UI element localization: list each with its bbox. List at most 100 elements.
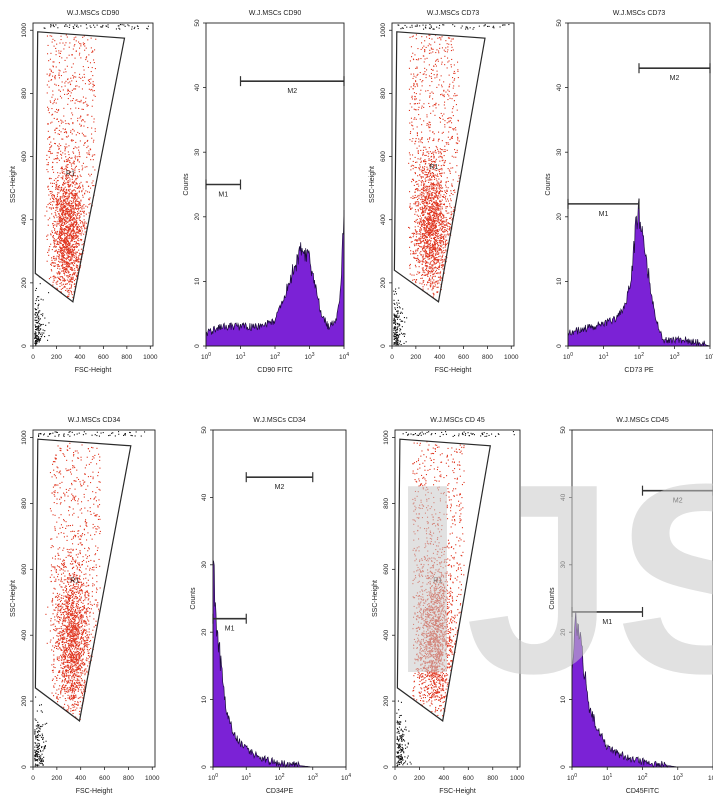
event-dot [448, 212, 450, 214]
event-dot [75, 204, 77, 206]
outside-dot [34, 313, 36, 315]
event-dot [441, 115, 443, 117]
event-dot [67, 296, 69, 298]
event-dot [457, 139, 459, 141]
event-dot [63, 250, 65, 252]
event-dot [47, 106, 49, 108]
event-dot [449, 205, 451, 207]
event-dot [58, 148, 60, 150]
event-dot [67, 255, 69, 257]
event-dot [73, 76, 75, 78]
event-dot [71, 212, 73, 214]
event-dot [434, 245, 436, 247]
event-dot [431, 200, 433, 202]
event-dot [413, 118, 415, 120]
event-dot [72, 230, 74, 232]
event-dot [62, 287, 64, 289]
event-dot [442, 252, 444, 254]
event-dot [411, 96, 413, 98]
event-dot [76, 227, 78, 229]
event-dot [72, 227, 74, 229]
event-dot [435, 252, 437, 254]
event-dot [78, 208, 80, 210]
event-dot [431, 246, 433, 248]
edge-dot [493, 25, 495, 27]
event-dot [90, 187, 92, 189]
event-dot [68, 204, 70, 206]
event-dot [447, 136, 449, 138]
event-dot [73, 231, 75, 233]
event-dot [436, 49, 438, 51]
event-dot [434, 192, 436, 194]
event-dot [447, 93, 449, 95]
event-dot [417, 248, 419, 250]
event-dot [417, 221, 419, 223]
event-dot [442, 240, 444, 242]
event-dot [54, 129, 56, 131]
event-dot [445, 210, 447, 212]
event-dot [76, 194, 78, 196]
event-dot [419, 220, 421, 222]
event-dot [443, 96, 445, 98]
event-dot [60, 203, 62, 205]
event-dot [432, 48, 434, 50]
event-dot [426, 233, 428, 235]
event-dot [60, 288, 62, 290]
event-dot [66, 265, 68, 267]
event-dot [428, 102, 430, 104]
event-dot [443, 151, 445, 153]
event-dot [429, 130, 431, 132]
outside-dot [35, 336, 37, 338]
event-dot [56, 222, 58, 224]
event-dot [414, 172, 416, 174]
event-dot [64, 250, 66, 252]
event-dot [59, 172, 61, 174]
event-dot [67, 235, 69, 237]
event-dot [433, 201, 435, 203]
event-dot [68, 197, 70, 199]
event-dot [410, 131, 412, 133]
event-dot [65, 208, 67, 210]
event-dot [60, 265, 62, 267]
event-dot [70, 253, 72, 255]
outside-dot [40, 333, 42, 335]
event-dot [89, 148, 91, 150]
outside-dot [38, 317, 40, 319]
outside-dot [395, 338, 397, 340]
event-dot [68, 189, 70, 191]
event-dot [87, 114, 89, 116]
event-dot [69, 267, 71, 269]
event-dot [81, 207, 83, 209]
event-dot [416, 231, 418, 233]
event-dot [428, 37, 430, 39]
event-dot [437, 237, 439, 239]
event-dot [66, 169, 68, 171]
event-dot [425, 202, 427, 204]
event-dot [414, 191, 416, 193]
event-dot [430, 279, 432, 281]
outside-dot [38, 339, 40, 341]
event-dot [452, 49, 454, 51]
event-dot [440, 210, 442, 212]
event-dot [440, 190, 442, 192]
event-dot [92, 81, 94, 83]
event-dot [419, 282, 421, 284]
event-dot [71, 237, 73, 239]
event-dot [419, 237, 421, 239]
event-dot [60, 209, 62, 211]
event-dot [64, 698, 66, 700]
outside-dot [397, 310, 399, 312]
event-dot [437, 37, 439, 39]
y-tick-label: 800 [21, 88, 28, 99]
event-dot [441, 84, 443, 86]
event-dot [438, 213, 440, 215]
event-dot [63, 202, 65, 204]
event-dot [447, 99, 449, 101]
event-dot [75, 245, 77, 247]
event-dot [420, 238, 422, 240]
event-dot [55, 47, 57, 49]
event-dot [421, 212, 423, 214]
event-dot [70, 100, 72, 102]
event-dot [432, 207, 434, 209]
event-dot [64, 182, 66, 184]
